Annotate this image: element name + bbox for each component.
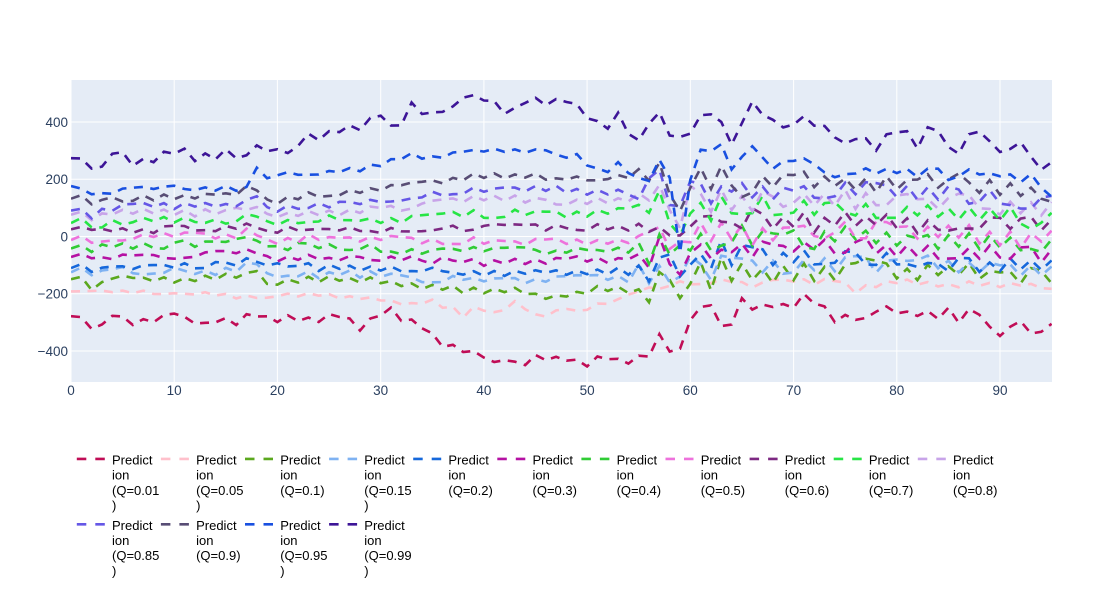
svg-text:(Q=0.15: (Q=0.15	[364, 483, 411, 498]
svg-text:40: 40	[476, 383, 491, 398]
svg-text:(Q=0.2): (Q=0.2)	[448, 483, 492, 498]
svg-text:Predict: Predict	[533, 453, 574, 468]
svg-text:Predict: Predict	[364, 453, 405, 468]
svg-text:0: 0	[60, 229, 68, 244]
svg-text:ion: ion	[617, 468, 634, 483]
svg-text:(Q=0.8): (Q=0.8)	[953, 483, 997, 498]
svg-text:Predict: Predict	[280, 518, 321, 533]
svg-text:(Q=0.4): (Q=0.4)	[617, 483, 661, 498]
svg-text:−200: −200	[38, 287, 68, 302]
svg-text:): )	[364, 563, 368, 578]
svg-text:0: 0	[67, 383, 75, 398]
svg-text:(Q=0.01: (Q=0.01	[112, 483, 159, 498]
svg-text:ion: ion	[869, 468, 886, 483]
svg-text:): )	[196, 498, 200, 513]
svg-text:): )	[280, 563, 284, 578]
svg-text:ion: ion	[533, 468, 550, 483]
svg-text:Predict: Predict	[196, 453, 237, 468]
svg-text:ion: ion	[364, 533, 381, 548]
svg-text:ion: ion	[280, 533, 297, 548]
svg-text:60: 60	[683, 383, 698, 398]
svg-text:200: 200	[45, 172, 68, 187]
svg-text:ion: ion	[364, 468, 381, 483]
svg-text:Predict: Predict	[364, 518, 405, 533]
svg-text:): )	[112, 498, 116, 513]
svg-text:(Q=0.99: (Q=0.99	[364, 548, 411, 563]
svg-text:(Q=0.95: (Q=0.95	[280, 548, 327, 563]
svg-text:−400: −400	[38, 344, 68, 359]
svg-text:(Q=0.5): (Q=0.5)	[701, 483, 745, 498]
svg-text:ion: ion	[280, 468, 297, 483]
svg-text:Predict: Predict	[701, 453, 742, 468]
svg-text:50: 50	[580, 383, 595, 398]
svg-text:ion: ion	[112, 533, 129, 548]
svg-text:Predict: Predict	[196, 518, 237, 533]
svg-text:Predict: Predict	[617, 453, 658, 468]
svg-text:(Q=0.7): (Q=0.7)	[869, 483, 913, 498]
svg-text:400: 400	[45, 115, 68, 130]
svg-text:(Q=0.1): (Q=0.1)	[280, 483, 324, 498]
svg-text:ion: ion	[196, 468, 213, 483]
svg-text:20: 20	[270, 383, 285, 398]
svg-text:): )	[364, 498, 368, 513]
svg-text:ion: ion	[112, 468, 129, 483]
svg-text:ion: ion	[196, 533, 213, 548]
svg-text:(Q=0.85: (Q=0.85	[112, 548, 159, 563]
svg-text:Predict: Predict	[785, 453, 826, 468]
svg-text:70: 70	[786, 383, 801, 398]
svg-text:ion: ion	[448, 468, 465, 483]
svg-text:ion: ion	[785, 468, 802, 483]
svg-text:30: 30	[373, 383, 388, 398]
svg-text:Predict: Predict	[869, 453, 910, 468]
svg-text:90: 90	[992, 383, 1007, 398]
svg-text:(Q=0.3): (Q=0.3)	[533, 483, 577, 498]
svg-text:): )	[112, 563, 116, 578]
svg-text:Predict: Predict	[448, 453, 489, 468]
svg-text:Predict: Predict	[112, 518, 153, 533]
svg-text:Predict: Predict	[280, 453, 321, 468]
svg-text:Predict: Predict	[112, 453, 153, 468]
svg-text:Predict: Predict	[953, 453, 994, 468]
svg-text:(Q=0.6): (Q=0.6)	[785, 483, 829, 498]
svg-text:80: 80	[889, 383, 904, 398]
svg-text:(Q=0.9): (Q=0.9)	[196, 548, 240, 563]
svg-text:ion: ion	[953, 468, 970, 483]
svg-text:(Q=0.05: (Q=0.05	[196, 483, 243, 498]
svg-text:10: 10	[167, 383, 182, 398]
svg-text:ion: ion	[701, 468, 718, 483]
